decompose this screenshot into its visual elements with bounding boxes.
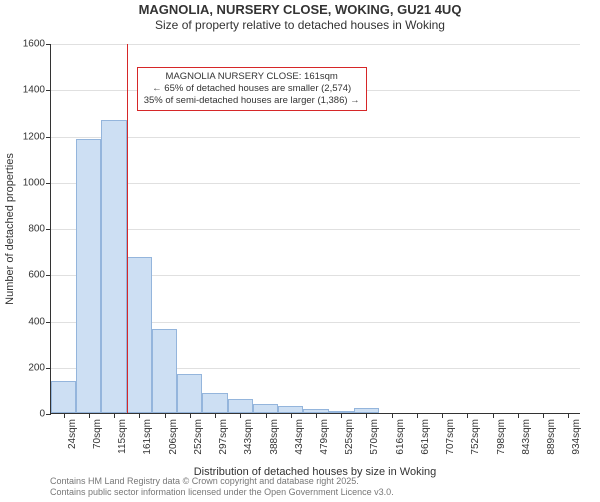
- xtick-mark: [215, 413, 216, 418]
- xtick-mark: [114, 413, 115, 418]
- ytick-mark: [46, 322, 51, 323]
- histogram-bar: [51, 381, 76, 413]
- xtick-mark: [442, 413, 443, 418]
- histogram-bar: [177, 374, 202, 413]
- ytick-label: 600: [5, 270, 45, 281]
- histogram-bar: [76, 139, 101, 413]
- xtick-mark: [240, 413, 241, 418]
- ytick-label: 800: [5, 224, 45, 235]
- xtick-mark: [341, 413, 342, 418]
- histogram-bar: [278, 406, 303, 413]
- xtick-mark: [316, 413, 317, 418]
- xtick-label: 616sqm: [395, 419, 406, 455]
- xtick-label: 798sqm: [496, 419, 507, 455]
- histogram-bar: [127, 257, 152, 413]
- xtick-label: 661sqm: [420, 419, 431, 455]
- xtick-label: 388sqm: [269, 419, 280, 455]
- xtick-mark: [392, 413, 393, 418]
- xtick-mark: [467, 413, 468, 418]
- histogram-bar: [253, 404, 278, 413]
- ytick-label: 200: [5, 362, 45, 373]
- ytick-mark: [46, 137, 51, 138]
- histogram-bar: [202, 393, 227, 413]
- xtick-mark: [518, 413, 519, 418]
- xtick-label: 843sqm: [521, 419, 532, 455]
- ytick-label: 1000: [5, 177, 45, 188]
- ytick-mark: [46, 183, 51, 184]
- gridline: [51, 137, 580, 138]
- ytick-label: 1400: [5, 85, 45, 96]
- xtick-label: 161sqm: [142, 419, 153, 455]
- attribution-footer: Contains HM Land Registry data © Crown c…: [50, 476, 394, 498]
- xtick-mark: [139, 413, 140, 418]
- xtick-label: 206sqm: [168, 419, 179, 455]
- annotation-box: MAGNOLIA NURSERY CLOSE: 161sqm← 65% of d…: [137, 67, 367, 111]
- xtick-label: 889sqm: [546, 419, 557, 455]
- ytick-mark: [46, 414, 51, 415]
- annotation-line: 35% of semi-detached houses are larger (…: [144, 95, 360, 107]
- gridline: [51, 183, 580, 184]
- y-axis-label: Number of detached properties: [4, 77, 16, 229]
- xtick-mark: [89, 413, 90, 418]
- ytick-label: 1200: [5, 131, 45, 142]
- xtick-mark: [266, 413, 267, 418]
- xtick-label: 343sqm: [243, 419, 254, 455]
- footer-line-2: Contains public sector information licen…: [50, 487, 394, 498]
- histogram-bar: [152, 329, 177, 413]
- reference-line: [127, 44, 128, 413]
- ytick-label: 400: [5, 316, 45, 327]
- xtick-label: 434sqm: [294, 419, 305, 455]
- ytick-mark: [46, 44, 51, 45]
- ytick-mark: [46, 229, 51, 230]
- xtick-label: 252sqm: [193, 419, 204, 455]
- page-title: MAGNOLIA, NURSERY CLOSE, WOKING, GU21 4U…: [0, 2, 600, 17]
- xtick-mark: [190, 413, 191, 418]
- xtick-label: 70sqm: [92, 419, 103, 449]
- xtick-label: 934sqm: [571, 419, 582, 455]
- xtick-mark: [64, 413, 65, 418]
- xtick-mark: [366, 413, 367, 418]
- xtick-mark: [291, 413, 292, 418]
- xtick-label: 707sqm: [445, 419, 456, 455]
- histogram-bar: [228, 399, 253, 413]
- histogram-plot: MAGNOLIA NURSERY CLOSE: 161sqm← 65% of d…: [50, 44, 580, 414]
- xtick-mark: [493, 413, 494, 418]
- gridline: [51, 229, 580, 230]
- xtick-mark: [417, 413, 418, 418]
- annotation-line: MAGNOLIA NURSERY CLOSE: 161sqm: [144, 71, 360, 83]
- page-subtitle: Size of property relative to detached ho…: [0, 18, 600, 32]
- ytick-label: 1600: [5, 39, 45, 50]
- ytick-mark: [46, 90, 51, 91]
- xtick-label: 570sqm: [369, 419, 380, 455]
- chart-container: Number of detached properties MAGNOLIA N…: [0, 34, 600, 464]
- xtick-mark: [165, 413, 166, 418]
- xtick-label: 297sqm: [218, 419, 229, 455]
- xtick-label: 115sqm: [117, 419, 128, 454]
- annotation-line: ← 65% of detached houses are smaller (2,…: [144, 83, 360, 95]
- xtick-mark: [543, 413, 544, 418]
- xtick-label: 752sqm: [470, 419, 481, 455]
- xtick-label: 24sqm: [67, 419, 78, 449]
- xtick-label: 525sqm: [344, 419, 355, 455]
- gridline: [51, 44, 580, 45]
- xtick-label: 479sqm: [319, 419, 330, 455]
- ytick-label: 0: [5, 409, 45, 420]
- footer-line-1: Contains HM Land Registry data © Crown c…: [50, 476, 394, 487]
- ytick-mark: [46, 275, 51, 276]
- xtick-mark: [568, 413, 569, 418]
- ytick-mark: [46, 368, 51, 369]
- histogram-bar: [101, 120, 126, 413]
